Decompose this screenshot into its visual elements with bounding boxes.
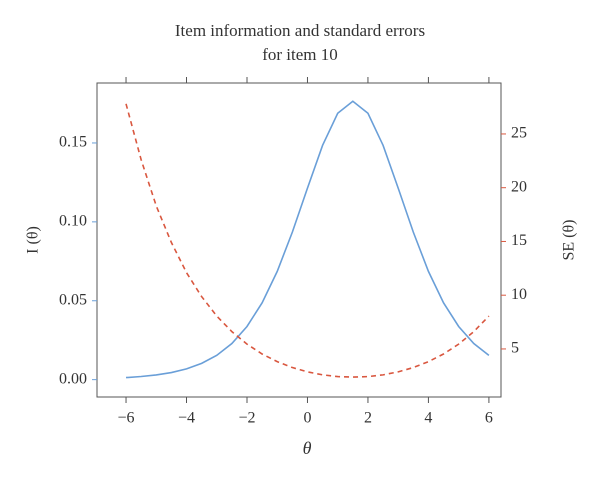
x-axis-label: θ [303,438,312,458]
x-tick-label: −6 [118,410,135,427]
chart-title: Item information and standard errors [175,21,425,40]
y2-tick-label: 25 [511,125,527,142]
y-axis-label: I (θ) [25,226,42,254]
y2-tick-label: 15 [511,232,527,249]
y-tick-label: 0.05 [59,291,87,308]
series-line [125,103,490,378]
x-tick-label: 6 [485,410,493,427]
x-tick-label: −2 [238,410,255,427]
y2-tick-label: 10 [511,286,527,303]
y-tick-label: 0.00 [59,370,87,387]
y-tick-label: 0.10 [59,213,87,230]
y2-tick-label: 5 [511,340,519,357]
x-tick-label: 2 [364,410,372,427]
plot-frame [96,82,502,398]
x-tick-label: −4 [178,410,195,427]
x-tick-label: 0 [303,410,311,427]
y-tick-label: 0.15 [59,134,87,151]
chart-title: for item 10 [262,45,338,64]
series-line [125,100,490,379]
y2-tick-label: 20 [511,178,527,195]
x-tick-label: 4 [424,410,432,427]
y2-axis-label: SE (θ) [561,220,578,261]
